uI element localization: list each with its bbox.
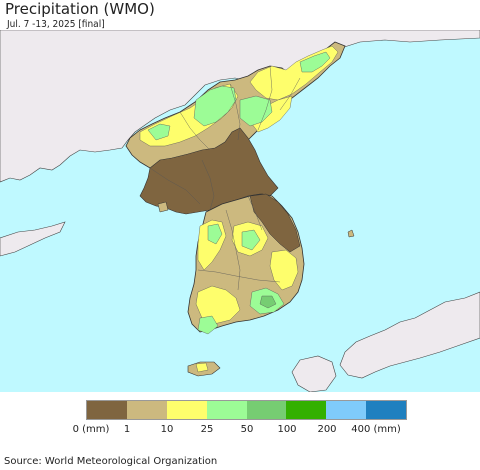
source-credit: Source: World Meteorological Organizatio… bbox=[4, 456, 218, 467]
legend-label-3: 25 bbox=[200, 424, 214, 435]
legend-label-1: 1 bbox=[123, 424, 131, 435]
sk-green-1 bbox=[207, 223, 223, 245]
legend-swatch-2 bbox=[166, 401, 207, 419]
legend-swatch-1 bbox=[126, 401, 167, 419]
legend-swatch-3 bbox=[206, 401, 247, 419]
legend-swatch-5 bbox=[286, 401, 327, 419]
nk-green-1 bbox=[193, 85, 237, 127]
sk-yellow-south bbox=[195, 285, 241, 325]
sk-dry-east bbox=[249, 193, 301, 253]
province-boundaries bbox=[149, 65, 301, 291]
legend-label-6: 200 bbox=[317, 424, 337, 435]
nk-green-4 bbox=[147, 123, 171, 141]
peninsula-west bbox=[0, 221, 66, 257]
island-ulleung bbox=[347, 229, 355, 238]
japan-land bbox=[339, 291, 480, 379]
map-title: Precipitation (WMO) bbox=[5, 0, 155, 18]
precipitation-map bbox=[0, 30, 480, 392]
legend-label-7: 400 (mm) bbox=[351, 424, 401, 435]
sk-green-4 bbox=[259, 295, 277, 309]
legend-swatch-6 bbox=[326, 401, 367, 419]
legend-label-5: 100 bbox=[277, 424, 297, 435]
legend-label-2: 10 bbox=[160, 424, 174, 435]
legend-label-0: 0 (mm) bbox=[72, 424, 110, 435]
legend-swatch-7 bbox=[366, 401, 406, 419]
mainland-outside bbox=[0, 30, 480, 183]
legend-bar bbox=[86, 400, 407, 420]
legend-label-4: 50 bbox=[240, 424, 254, 435]
sk-yellow-east bbox=[269, 249, 299, 291]
nk-green-3 bbox=[299, 51, 331, 73]
japan-kyushu bbox=[291, 355, 337, 392]
jeju-island-yellow bbox=[195, 362, 209, 373]
island-west bbox=[157, 201, 169, 213]
nk-yellow-east bbox=[251, 95, 293, 133]
nk-green-2 bbox=[239, 95, 273, 127]
sk-green-2 bbox=[241, 229, 261, 251]
map-subtitle: Jul. 7 -13, 2025 [final] bbox=[7, 19, 105, 30]
sk-green-5 bbox=[197, 315, 219, 335]
legend-swatch-4 bbox=[246, 401, 287, 419]
legend-swatch-0 bbox=[87, 401, 127, 419]
